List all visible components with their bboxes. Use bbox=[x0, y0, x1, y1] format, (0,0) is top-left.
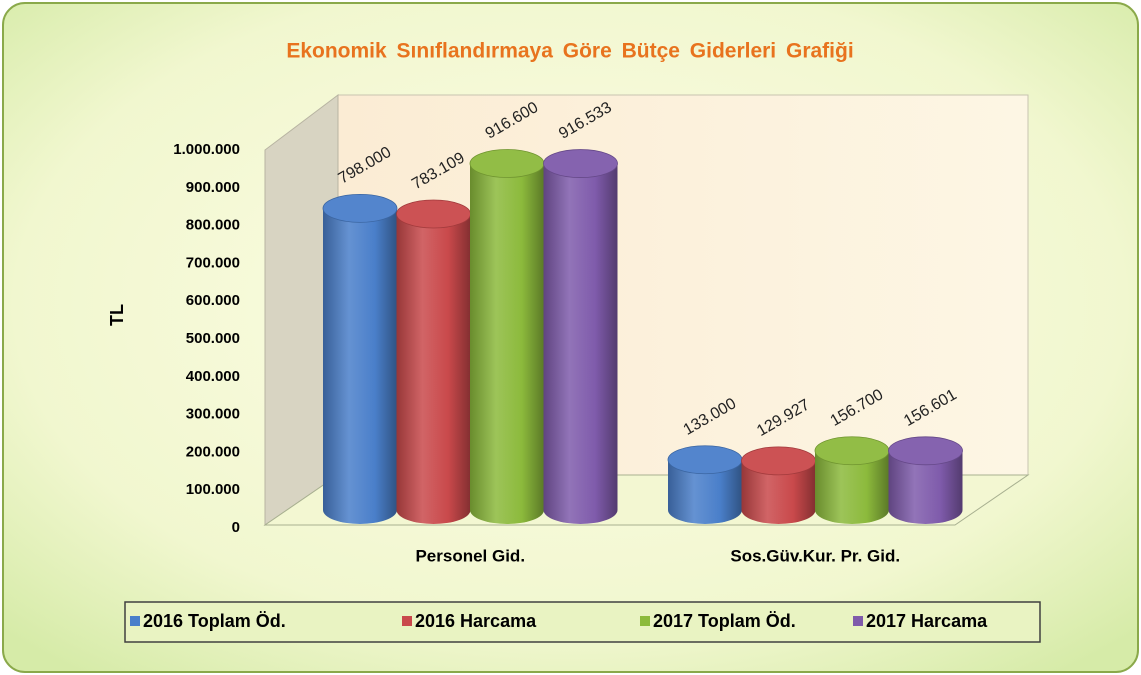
bar bbox=[668, 459, 742, 524]
bar-top bbox=[469, 149, 545, 178]
legend-label: 2017 Toplam Öd. bbox=[653, 611, 796, 631]
legend-swatch bbox=[853, 616, 863, 626]
legend-swatch bbox=[640, 616, 650, 626]
bar-top bbox=[396, 199, 471, 229]
bar bbox=[543, 163, 618, 524]
y-tick-label: 0 bbox=[232, 519, 240, 536]
bar bbox=[396, 213, 471, 524]
y-tick-label: 800.000 bbox=[186, 217, 240, 234]
legend bbox=[124, 601, 1041, 643]
bar bbox=[470, 163, 544, 524]
bar bbox=[741, 460, 816, 524]
y-tick-label: 200.000 bbox=[186, 443, 240, 460]
legend-label: 2016 Toplam Öd. bbox=[143, 611, 286, 631]
legend-swatch bbox=[130, 616, 140, 626]
y-tick-label: 600.000 bbox=[186, 292, 240, 309]
y-tick-label: 900.000 bbox=[186, 179, 240, 196]
legend-label: 2017 Harcama bbox=[866, 611, 988, 631]
bar bbox=[815, 450, 889, 524]
x-tick-label: Personel Gid. bbox=[415, 546, 525, 565]
x-tick-label: Sos.Güv.Kur. Pr. Gid. bbox=[730, 546, 900, 565]
legend-swatch bbox=[402, 616, 412, 626]
bar-top bbox=[322, 193, 398, 223]
y-tick-label: 400.000 bbox=[186, 368, 240, 385]
y-axis-label: TL bbox=[107, 304, 127, 326]
y-tick-label: 100.000 bbox=[186, 481, 240, 498]
legend-label: 2016 Harcama bbox=[415, 611, 537, 631]
y-tick-label: 500.000 bbox=[186, 330, 240, 347]
bar-top bbox=[667, 445, 743, 475]
bar-top bbox=[888, 436, 963, 466]
bar bbox=[888, 450, 963, 524]
bar-top bbox=[814, 436, 890, 466]
y-tick-label: 700.000 bbox=[186, 254, 240, 271]
chart-title: Ekonomik Sınıflandırmaya Göre Bütçe Gide… bbox=[286, 40, 853, 63]
bar-top bbox=[741, 446, 816, 476]
bar-top bbox=[543, 149, 618, 178]
y-tick-label: 1.000.000 bbox=[173, 141, 240, 158]
y-tick-label: 300.000 bbox=[186, 406, 240, 423]
bar bbox=[323, 208, 397, 524]
